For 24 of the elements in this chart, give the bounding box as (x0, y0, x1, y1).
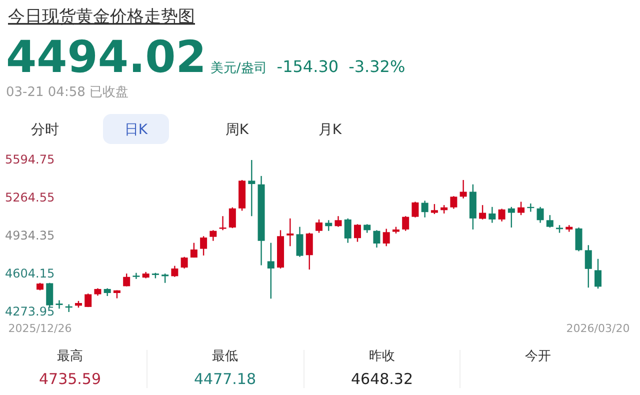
x-tick-label: 2025/12/26 (8, 322, 72, 335)
y-tick-label: 5594.75 (5, 152, 55, 166)
chart-title: 今日现货黄金价格走势图 (8, 7, 195, 27)
y-tick-label: 4934.35 (5, 228, 55, 242)
text: -3.32% (348, 57, 406, 76)
text: 美元/盎司 (210, 60, 267, 76)
x-tick-label: 2026/03/20 (566, 322, 630, 335)
y-tick-label: 4273.95 (5, 304, 55, 318)
text: 03-21 04:58 已收盘 (6, 85, 129, 100)
text: 分时 (31, 122, 59, 138)
text: 4494.02 (6, 32, 206, 83)
text: 4477.18 (194, 370, 256, 388)
text: 4735.59 (38, 370, 102, 388)
text: 最低 (212, 349, 238, 364)
text: 最高 (57, 348, 83, 364)
y-tick-label: 4604.15 (5, 266, 55, 280)
y-tick-label: 5264.55 (5, 190, 55, 204)
text: 日K (124, 122, 148, 138)
text: 月K (318, 122, 342, 138)
text: 昨收 (369, 349, 395, 364)
text: -154.30 (276, 57, 339, 76)
text: 4648.32 (350, 370, 414, 388)
text: 周K (225, 122, 250, 138)
text: 今开 (525, 349, 551, 364)
